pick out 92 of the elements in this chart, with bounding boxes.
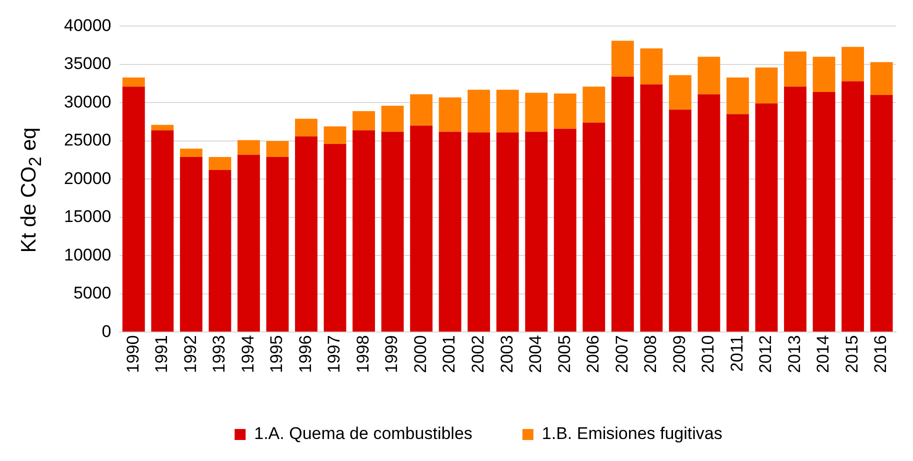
bar (755, 68, 778, 104)
bar (381, 106, 404, 132)
bar (208, 157, 232, 170)
x-tick-label: 2008 (641, 335, 660, 374)
legend-label: 1.A. Quema de combustibles (254, 424, 472, 444)
bar (468, 90, 490, 133)
y-tick-label: 30000 (64, 92, 112, 112)
x-tick-label: 1991 (152, 335, 172, 374)
bar (438, 132, 462, 332)
x-tick-label: 2009 (670, 335, 689, 374)
x-tick-label: 1990 (123, 335, 142, 374)
bar (784, 51, 806, 87)
x-tick-label: 2006 (584, 335, 603, 374)
x-tick-label: 2016 (871, 335, 890, 374)
x-tick-label: 2001 (440, 335, 459, 374)
x-tick-label: 2014 (814, 335, 833, 374)
x-tick-label: 2010 (698, 335, 718, 374)
bar (151, 130, 174, 332)
bar (410, 126, 433, 332)
x-tick-label: 2002 (468, 335, 488, 374)
bar (352, 130, 375, 332)
bar (698, 56, 720, 94)
y-tick-label: 40000 (64, 16, 112, 35)
bar (784, 86, 806, 332)
bar (668, 75, 692, 110)
bar (726, 77, 749, 114)
x-tick-label: 2003 (497, 335, 516, 374)
x-tick-label: 1995 (267, 335, 286, 374)
bar (726, 114, 749, 332)
x-tick-label: 1999 (382, 335, 402, 374)
x-tick-label: 2011 (727, 335, 746, 372)
bar (582, 122, 606, 332)
bar (295, 118, 318, 136)
bar (496, 132, 519, 332)
bar (812, 56, 836, 92)
y-tick-label: 0 (102, 322, 112, 341)
bar (438, 97, 462, 132)
bar (266, 140, 289, 158)
y-tick-label: 10000 (64, 245, 112, 264)
bar (180, 157, 202, 332)
bar (468, 132, 490, 332)
bar (668, 110, 692, 332)
bar (842, 46, 864, 82)
bar (640, 48, 663, 84)
bar (842, 81, 864, 332)
bar (812, 92, 836, 332)
bar (870, 62, 893, 96)
x-tick-label: 1992 (180, 335, 200, 374)
bar (295, 136, 318, 332)
x-tick-label: 1998 (353, 335, 372, 374)
y-tick-label: 35000 (64, 54, 112, 74)
y-tick-label: 15000 (64, 207, 112, 226)
x-tick-label: 1993 (210, 335, 229, 374)
x-tick-label: 1997 (324, 335, 344, 374)
y-tick-label: 25000 (64, 130, 112, 150)
bar (640, 84, 663, 332)
bar (324, 126, 346, 144)
bar (381, 132, 404, 332)
bar (180, 148, 202, 158)
bar (151, 124, 174, 130)
y-tick-label: 5000 (73, 284, 112, 303)
x-tick-label: 2012 (756, 335, 776, 374)
y-tick-label: 20000 (64, 168, 112, 188)
bar (208, 170, 232, 332)
bar (698, 94, 720, 332)
bar (611, 76, 634, 332)
bar (237, 140, 260, 155)
bar (525, 132, 548, 332)
bar (122, 77, 145, 87)
bar (324, 144, 346, 332)
x-tick-label: 2000 (410, 335, 430, 374)
bar (266, 157, 289, 332)
bar (611, 40, 634, 77)
bar (554, 128, 576, 332)
bar (582, 86, 606, 123)
bar (410, 94, 433, 126)
bar (755, 103, 778, 332)
legend-label: 1.B. Emisiones fugitivas (542, 424, 722, 444)
x-tick-label: 2005 (554, 335, 574, 374)
bar (122, 86, 145, 332)
bar (352, 111, 375, 130)
bar (496, 90, 519, 133)
bar (237, 154, 260, 332)
x-tick-label: 2004 (526, 335, 546, 374)
x-tick-label: 1996 (296, 335, 315, 374)
x-tick-label: 2015 (842, 335, 862, 374)
x-tick-label: 1994 (238, 335, 258, 374)
bar (554, 94, 576, 129)
bar (525, 92, 548, 132)
bar (870, 95, 893, 332)
x-tick-label: 2007 (612, 335, 632, 374)
x-tick-label: 2013 (784, 335, 804, 374)
